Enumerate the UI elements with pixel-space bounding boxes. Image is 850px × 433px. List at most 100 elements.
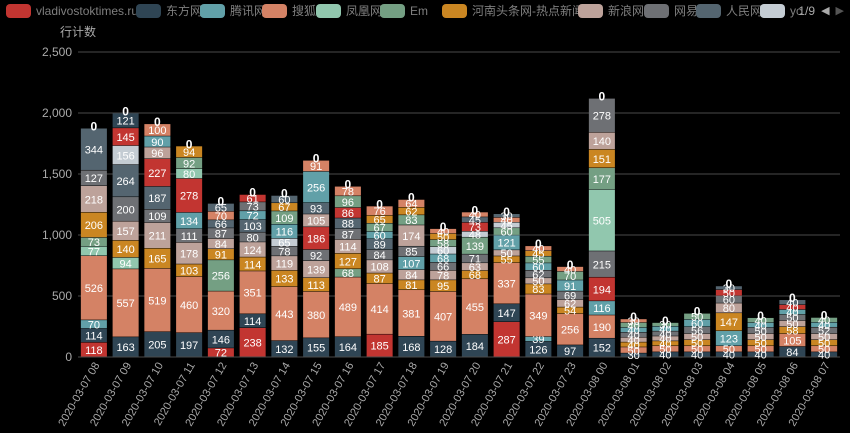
legend-prev-icon[interactable]: ◀ (821, 5, 830, 17)
bar-value-label: 50 (786, 313, 798, 325)
bar-segment (652, 326, 679, 331)
bar-segment (715, 352, 742, 357)
bar-value-label: 121 (116, 116, 134, 128)
bar-segment (80, 212, 107, 238)
bar-value-label: 66 (437, 262, 449, 274)
legend-item[interactable]: 搜狐 (262, 4, 316, 18)
legend-item[interactable]: 凤凰网 (316, 4, 382, 18)
bars[interactable]: 1181147052677732062181273440163557941401… (80, 90, 838, 363)
y-tick-label: 500 (52, 289, 72, 303)
bar-value-label: 84 (786, 347, 798, 359)
bar-segment (398, 290, 425, 337)
bar-top-label: 0 (154, 115, 161, 129)
bar-value-label: 66 (215, 219, 227, 231)
bar-value-label: 55 (501, 255, 513, 267)
bar-segment (303, 277, 330, 292)
bar-segment (588, 189, 615, 251)
bar-segment (144, 124, 171, 136)
legend-item[interactable]: Em (380, 4, 428, 18)
legend-item[interactable]: 新浪网 (578, 4, 644, 18)
bar-segment (207, 203, 234, 212)
bar-value-label: 65 (374, 215, 386, 227)
bar-value-label: 48 (469, 230, 481, 242)
bar-segment (366, 249, 393, 260)
bar-value-label: 40 (469, 210, 481, 222)
bar-segment (398, 207, 425, 215)
bar-segment (525, 256, 552, 263)
bar-value-label: 127 (85, 173, 103, 185)
bar-segment (398, 199, 425, 208)
bar-value-label: 50 (532, 276, 544, 288)
bar-value-label: 40 (501, 215, 513, 227)
bar-value-label: 40 (786, 297, 798, 309)
bar-value-label: 45 (532, 249, 544, 261)
bar-segment (684, 352, 711, 357)
bar-segment (811, 346, 838, 352)
legend-item[interactable]: 人民网 (696, 4, 762, 18)
legend-item[interactable]: 河南头条网-热点新闻 (442, 4, 584, 18)
bar-segment (525, 284, 552, 294)
legend-item[interactable]: yc (760, 4, 802, 18)
bar-value-label: 56 (691, 325, 703, 337)
bar-value-label: 95 (437, 281, 449, 293)
legend-item[interactable]: vladivostoktimes.ru (6, 4, 138, 18)
bar-value-label: 351 (243, 288, 261, 300)
bar-segment (747, 317, 774, 323)
bar-segment (271, 270, 298, 287)
bar-value-label: 94 (120, 258, 132, 270)
legend-swatch (696, 4, 721, 18)
bar-value-label: 80 (247, 232, 259, 244)
legend-pager: 1/9 ◀ ▶ (798, 3, 844, 19)
bar-segment (557, 266, 584, 272)
bar-segment (207, 291, 234, 330)
bar-segment (620, 319, 647, 323)
bar-top-label: 0 (408, 191, 415, 205)
bar-segment (334, 218, 361, 229)
bar-value-label: 96 (151, 148, 163, 160)
bar-segment (684, 333, 711, 340)
bar-value-label: 278 (593, 111, 611, 123)
bar-segment (239, 271, 266, 314)
bar-segment (493, 228, 520, 235)
bar-value-label: 40 (659, 350, 671, 362)
bar-segment (779, 309, 806, 315)
bar-value-label: 40 (786, 307, 798, 319)
bar-value-label: 50 (691, 344, 703, 356)
legend-page-indicator: 1/9 (798, 4, 816, 18)
bar-value-label: 85 (405, 247, 417, 259)
bar-value-label: 163 (116, 342, 134, 354)
bar-stack: 152 190 116 194 215 505 177 151 140 278 0 (588, 90, 615, 357)
bar-segment (303, 202, 330, 214)
bar-segment (271, 256, 298, 271)
legend-item[interactable]: 网易 (644, 4, 698, 18)
bar-value-label: 155 (307, 343, 325, 355)
bar-value-label: 86 (342, 208, 354, 220)
bar-segment (525, 250, 552, 256)
bar-segment (176, 178, 203, 213)
bar-segment (461, 237, 488, 254)
bar-segment (398, 246, 425, 257)
legend-item[interactable]: 腾讯网 (200, 4, 266, 18)
bar-segment (239, 219, 266, 232)
legend-item[interactable]: 东方网 (136, 4, 202, 18)
bar-segment (398, 280, 425, 290)
legend-label: yc (790, 4, 802, 18)
bar-value-label: 50 (818, 338, 830, 350)
bar-top-label: 0 (757, 309, 764, 323)
bar-segment (144, 209, 171, 223)
bar-segment (176, 146, 203, 158)
bar-segment (684, 319, 711, 327)
legend-next-icon[interactable]: ▶ (835, 5, 844, 17)
bar-segment (271, 340, 298, 357)
bar-value-label: 60 (501, 227, 513, 239)
bar-segment (747, 339, 774, 346)
bar-segment (747, 327, 774, 334)
bar-segment (557, 313, 584, 345)
bar-segment (207, 249, 234, 260)
bar-value-label: 93 (310, 204, 322, 216)
